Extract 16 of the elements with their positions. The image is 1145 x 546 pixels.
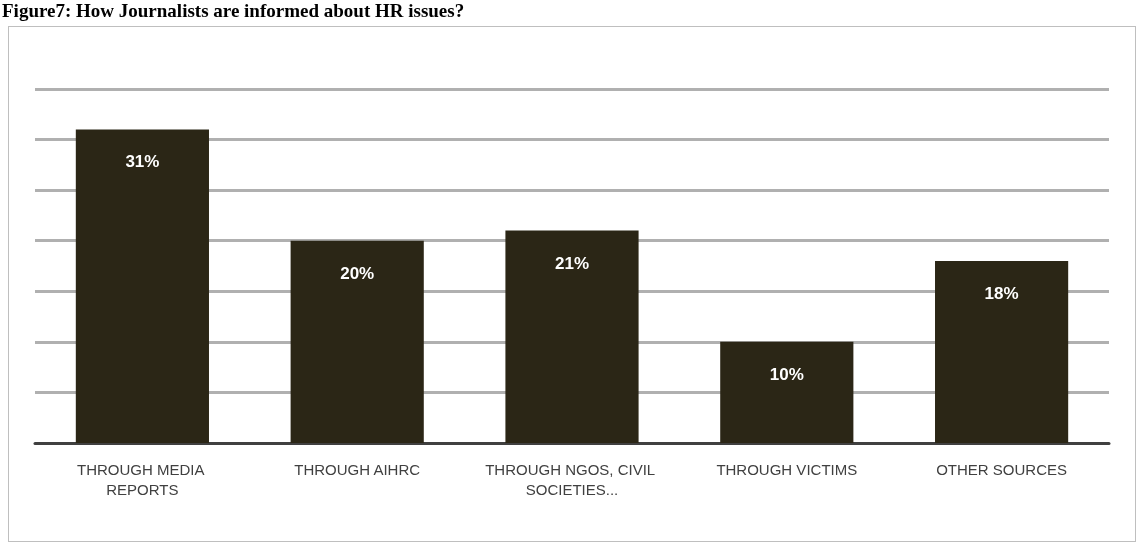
bar — [75, 129, 209, 443]
bar — [505, 230, 639, 443]
x-tick-label: THROUGH AIHRC — [294, 460, 421, 478]
bar — [290, 240, 424, 443]
data-label: 10% — [769, 364, 804, 384]
bar — [935, 260, 1069, 443]
chart-title: Figure7: How Journalists are informed about HR issues? — [2, 0, 465, 22]
x-tick-label: THROUGH MEDIA REPORTS — [76, 460, 208, 498]
x-tick-label: THROUGH VICTIMS — [716, 460, 858, 478]
data-label: 18% — [984, 283, 1019, 303]
bar — [720, 341, 854, 443]
x-tick-label: THROUGH NGOS, CIVIL SOCIETIES... — [485, 460, 659, 498]
data-label: 31% — [125, 152, 160, 172]
data-label: 21% — [554, 253, 590, 273]
x-tick-label: OTHER SOURCES — [936, 460, 1068, 478]
data-label: 20% — [340, 263, 375, 283]
